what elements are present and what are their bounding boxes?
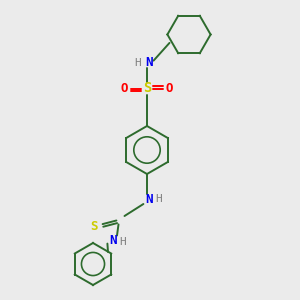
Text: H: H bbox=[135, 58, 141, 68]
Text: H: H bbox=[120, 237, 126, 248]
Text: S: S bbox=[143, 82, 151, 95]
Text: N: N bbox=[109, 233, 116, 247]
Text: O: O bbox=[121, 82, 128, 95]
Text: H: H bbox=[156, 194, 162, 205]
Text: N: N bbox=[145, 193, 152, 206]
Text: O: O bbox=[166, 82, 173, 95]
Text: S: S bbox=[90, 220, 98, 233]
Text: N: N bbox=[145, 56, 152, 70]
